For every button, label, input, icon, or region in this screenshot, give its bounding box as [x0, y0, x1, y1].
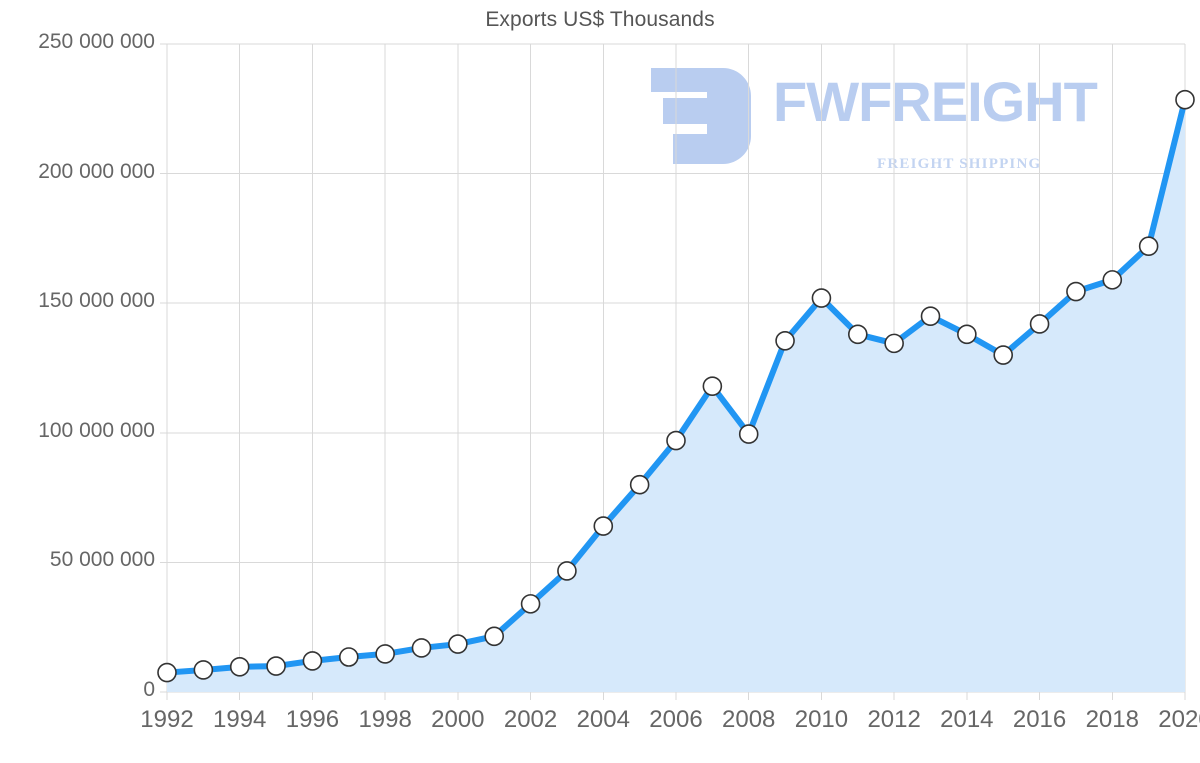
y-tick-label: 150 000 000: [38, 289, 155, 313]
data-point-1996[interactable]: [302, 651, 323, 671]
x-tick-label: 1996: [285, 706, 340, 733]
y-tick-label: 50 000 000: [49, 548, 155, 572]
x-tick-label: 2012: [867, 706, 921, 733]
y-tick-label: 250 000 000: [38, 30, 155, 53]
x-tick-label: 2000: [431, 706, 485, 733]
data-point-2001[interactable]: [484, 626, 505, 647]
x-tick-label: 2008: [722, 706, 776, 733]
data-point-1993[interactable]: [193, 660, 214, 680]
data-point-2016[interactable]: [1029, 314, 1050, 334]
data-point-2004[interactable]: [593, 516, 614, 536]
data-point-2002[interactable]: [520, 594, 541, 614]
data-point-2018[interactable]: [1102, 270, 1123, 290]
x-tick-label: 2010: [794, 706, 849, 733]
data-point-2019[interactable]: [1138, 236, 1159, 256]
series-markers: [157, 89, 1195, 683]
x-tick-label: 1998: [358, 706, 412, 733]
data-point-2013[interactable]: [920, 306, 941, 326]
data-point-1994[interactable]: [229, 657, 250, 677]
data-point-2010[interactable]: [811, 288, 832, 308]
data-point-2011[interactable]: [847, 324, 868, 345]
x-tick-label: 2002: [503, 706, 558, 733]
x-tick-label: 2018: [1085, 706, 1139, 733]
y-tick-label: 200 000 000: [38, 159, 155, 183]
x-tick-label: 2004: [576, 706, 630, 733]
x-tick-label: 2016: [1012, 706, 1067, 733]
data-point-1992[interactable]: [157, 662, 177, 683]
data-point-2015[interactable]: [993, 345, 1014, 365]
data-point-2020[interactable]: [1175, 89, 1195, 110]
data-point-2005[interactable]: [629, 474, 650, 495]
data-point-1995[interactable]: [266, 656, 286, 676]
y-tick-label: 0: [143, 678, 155, 701]
data-point-2017[interactable]: [1066, 281, 1086, 302]
data-point-2000[interactable]: [448, 634, 468, 654]
y-tick-label: 100 000 000: [38, 418, 155, 442]
data-point-1999[interactable]: [411, 638, 432, 658]
data-point-2006[interactable]: [666, 430, 686, 451]
data-point-2014[interactable]: [957, 324, 977, 345]
chart-title: Exports US$ Thousands: [485, 8, 715, 31]
x-tick-label: 1994: [213, 706, 267, 733]
data-point-1997[interactable]: [338, 647, 359, 667]
data-point-2009[interactable]: [775, 330, 795, 351]
data-point-2007[interactable]: [702, 376, 723, 396]
data-point-2008[interactable]: [738, 424, 759, 444]
x-tick-label: 1992: [140, 706, 194, 733]
series-area-fill: [167, 99, 1185, 693]
x-tick-label: 2006: [649, 706, 703, 733]
x-tick-label: 2014: [940, 706, 994, 733]
data-point-1998[interactable]: [375, 644, 395, 664]
data-point-2012[interactable]: [884, 333, 904, 354]
x-tick-label: 2020: [1158, 706, 1200, 733]
data-point-2003[interactable]: [557, 561, 577, 581]
